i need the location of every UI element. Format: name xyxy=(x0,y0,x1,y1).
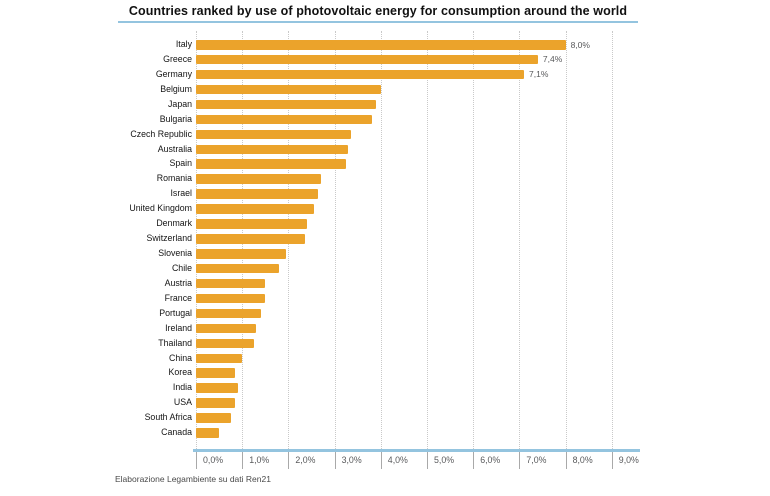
axis-tick-label: 7,0% xyxy=(526,455,547,465)
axis-tick-label: 3,0% xyxy=(341,455,362,465)
category-label: United Kingdom xyxy=(129,203,192,214)
category-label: Ireland xyxy=(165,322,192,333)
bar xyxy=(196,99,377,110)
category-label: Slovenia xyxy=(158,248,192,259)
axis-tick xyxy=(242,452,244,469)
bar xyxy=(196,189,319,199)
bar xyxy=(196,69,525,80)
bar xyxy=(196,219,307,229)
value-label: 7,4% xyxy=(542,54,563,65)
axis-tick-label: 8,0% xyxy=(572,455,593,465)
axis-tick-label: 0,0% xyxy=(203,455,224,465)
bar xyxy=(196,234,305,244)
category-label: South Africa xyxy=(144,412,192,423)
axis-tick-label: 1,0% xyxy=(249,455,270,465)
axis-tick xyxy=(196,452,197,469)
axis-tick xyxy=(473,452,475,469)
bar xyxy=(196,114,372,125)
value-label: 8,0% xyxy=(570,39,590,50)
category-label: Canada xyxy=(161,427,192,438)
category-label: India xyxy=(172,382,192,393)
axis-tick-label: 5,0% xyxy=(434,455,455,465)
category-label: Belgium xyxy=(160,83,192,94)
category-label: Austria xyxy=(164,277,192,288)
category-label: Australia xyxy=(157,143,192,154)
category-label: Spain xyxy=(169,158,193,169)
source-note: Elaborazione Legambiente su dati Ren21 xyxy=(115,474,271,484)
bar xyxy=(196,174,321,184)
category-label: Czech Republic xyxy=(130,128,192,139)
bar xyxy=(196,159,347,169)
bar xyxy=(196,413,231,423)
bar xyxy=(196,129,351,140)
axis-tick xyxy=(427,452,428,469)
category-label: Greece xyxy=(163,53,192,64)
gridline-4pct xyxy=(380,31,382,449)
bar xyxy=(196,278,266,289)
bar xyxy=(196,368,236,378)
category-label: France xyxy=(164,292,192,303)
axis-tick-label: 9,0% xyxy=(618,455,639,465)
category-label: USA xyxy=(173,397,192,408)
category-label: China xyxy=(169,352,192,363)
category-label: Bulgaria xyxy=(159,113,192,124)
category-label: Thailand xyxy=(158,337,192,348)
chart-title: Countries ranked by use of photovoltaic … xyxy=(128,4,628,18)
bar xyxy=(196,293,266,304)
axis-tick xyxy=(380,452,382,469)
bar xyxy=(196,249,287,259)
gridline-6pct xyxy=(473,31,475,449)
category-label: Chile xyxy=(171,262,192,273)
bar xyxy=(196,338,254,349)
bar xyxy=(196,383,238,393)
axis-tick xyxy=(519,452,521,469)
gridline-9pct xyxy=(611,31,613,449)
category-label: Israel xyxy=(170,188,192,199)
value-label: 7,1% xyxy=(529,69,549,80)
category-label: Denmark xyxy=(156,218,192,229)
axis-tick xyxy=(288,452,290,469)
bar xyxy=(196,40,566,50)
bar xyxy=(196,204,314,214)
category-label: Switzerland xyxy=(146,233,192,244)
bar xyxy=(196,144,349,154)
bar xyxy=(196,263,280,274)
category-label: Italy xyxy=(175,39,192,49)
axis-tick-label: 2,0% xyxy=(295,455,316,465)
axis-tick xyxy=(565,452,567,469)
axis-tick xyxy=(334,452,336,469)
bar xyxy=(196,308,261,319)
bar xyxy=(196,54,538,65)
category-label: Korea xyxy=(168,367,192,378)
bar xyxy=(196,353,243,364)
x-axis-line xyxy=(193,449,640,452)
bar xyxy=(196,84,381,95)
title-underline xyxy=(118,21,638,23)
axis-tick-label: 4,0% xyxy=(387,455,408,465)
bar xyxy=(196,428,220,438)
bar xyxy=(196,398,236,408)
bar xyxy=(196,323,257,334)
category-label: Japan xyxy=(168,98,192,109)
gridline-5pct xyxy=(427,31,428,449)
gridline-7pct xyxy=(519,31,521,449)
axis-tick xyxy=(611,452,613,469)
category-label: Germany xyxy=(155,68,192,79)
category-label: Romania xyxy=(156,173,192,184)
axis-tick-label: 6,0% xyxy=(480,455,501,465)
gridline-3pct xyxy=(334,31,336,449)
category-label: Portugal xyxy=(159,307,192,318)
gridline-8pct xyxy=(565,31,567,449)
